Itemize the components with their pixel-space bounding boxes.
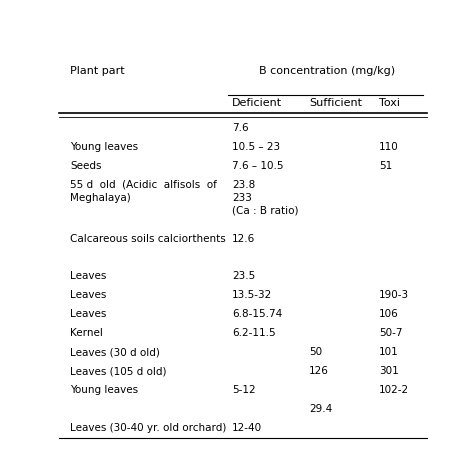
Text: 6.2-11.5: 6.2-11.5	[232, 328, 275, 338]
Text: 7.6: 7.6	[232, 123, 248, 133]
Text: Leaves: Leaves	[70, 310, 107, 319]
Text: 29.4: 29.4	[309, 404, 332, 414]
Text: Leaves (30-40 yr. old orchard): Leaves (30-40 yr. old orchard)	[70, 423, 227, 433]
Text: Deficient: Deficient	[232, 98, 282, 108]
Text: Toxi: Toxi	[379, 98, 400, 108]
Text: Seeds: Seeds	[70, 161, 102, 171]
Text: 55 d  old  (Acidic  alfisols  of
Meghalaya): 55 d old (Acidic alfisols of Meghalaya)	[70, 180, 217, 203]
Text: 13.5-32: 13.5-32	[232, 291, 272, 301]
Text: Young leaves: Young leaves	[70, 142, 138, 152]
Text: 101: 101	[379, 347, 399, 357]
Text: 10.5 – 23: 10.5 – 23	[232, 142, 280, 152]
Text: 102-2: 102-2	[379, 385, 409, 395]
Text: Leaves (105 d old): Leaves (105 d old)	[70, 366, 167, 376]
Text: 7.6 – 10.5: 7.6 – 10.5	[232, 161, 283, 171]
Text: 301: 301	[379, 366, 399, 376]
Text: 6.8-15.74: 6.8-15.74	[232, 310, 282, 319]
Text: 23.5: 23.5	[232, 272, 255, 282]
Text: Kernel: Kernel	[70, 328, 103, 338]
Text: 5-12: 5-12	[232, 385, 255, 395]
Text: Sufficient: Sufficient	[309, 98, 362, 108]
Text: Calcareous soils calciorthents: Calcareous soils calciorthents	[70, 234, 226, 244]
Text: 50: 50	[309, 347, 322, 357]
Text: Leaves (30 d old): Leaves (30 d old)	[70, 347, 160, 357]
Text: 12-40: 12-40	[232, 423, 262, 433]
Text: 190-3: 190-3	[379, 291, 409, 301]
Text: B concentration (mg/kg): B concentration (mg/kg)	[259, 66, 395, 76]
Text: 106: 106	[379, 310, 399, 319]
Text: 126: 126	[309, 366, 329, 376]
Text: 12.6: 12.6	[232, 234, 255, 244]
Text: Young leaves: Young leaves	[70, 385, 138, 395]
Text: 23.8
233
(Ca : B ratio): 23.8 233 (Ca : B ratio)	[232, 180, 299, 216]
Text: Leaves: Leaves	[70, 272, 107, 282]
Text: 50-7: 50-7	[379, 328, 402, 338]
Text: Plant part: Plant part	[70, 66, 125, 76]
Text: Leaves: Leaves	[70, 291, 107, 301]
Text: 110: 110	[379, 142, 399, 152]
Text: 51: 51	[379, 161, 392, 171]
